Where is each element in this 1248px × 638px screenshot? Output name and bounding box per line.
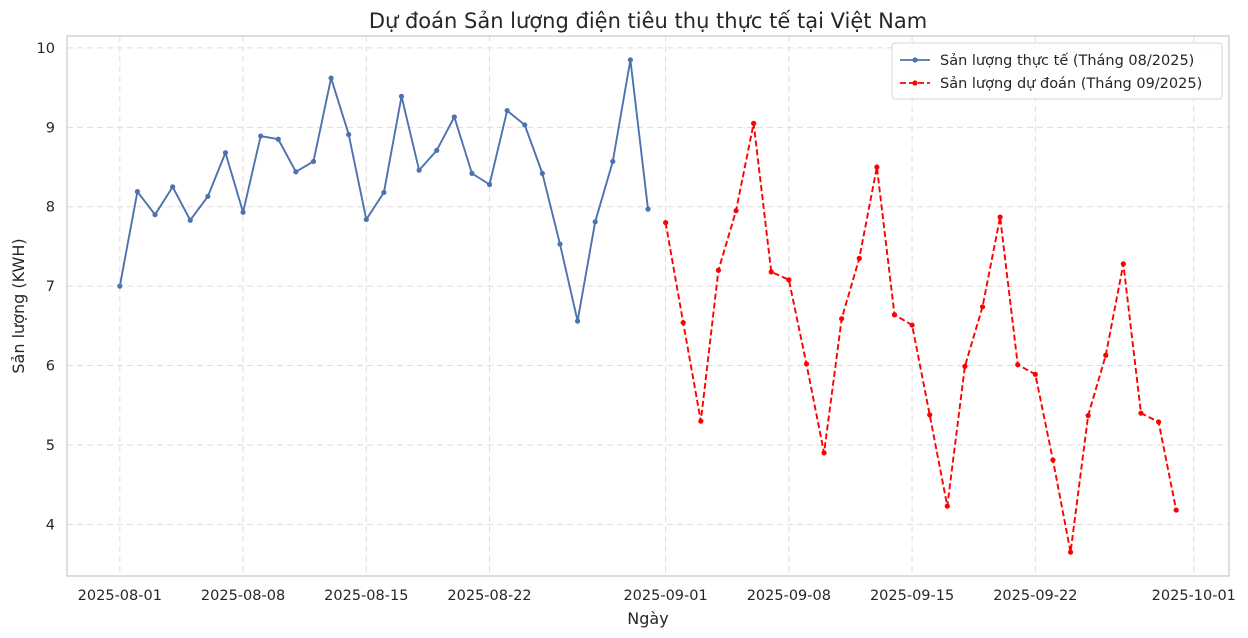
data-point <box>768 269 774 275</box>
series-line <box>664 122 1178 554</box>
data-point <box>962 363 968 369</box>
data-point <box>539 170 545 176</box>
data-point <box>574 318 581 324</box>
legend-box <box>891 42 1223 100</box>
series-layer <box>117 57 1179 555</box>
y-tick-label: 7 <box>46 279 55 295</box>
data-point <box>504 108 510 114</box>
series-0 <box>117 57 651 324</box>
x-tick-label: 2025-09-08 <box>747 588 831 604</box>
y-tick-label: 5 <box>46 438 55 454</box>
data-point <box>434 147 440 153</box>
data-point <box>522 122 528 128</box>
data-point <box>627 57 633 63</box>
legend: Sản lượng thực tế (Tháng 08/2025) Sản lư… <box>891 42 1223 100</box>
data-point <box>944 503 950 509</box>
data-point <box>751 120 757 126</box>
data-point <box>1138 410 1144 416</box>
y-tick-label: 10 <box>37 41 55 57</box>
data-point <box>557 241 563 247</box>
data-point <box>839 316 845 322</box>
data-point <box>1103 352 1109 358</box>
y-axis-label: Sản lượng (KWH) <box>9 238 28 373</box>
series-1 <box>663 120 1179 555</box>
plot-frame <box>66 35 1230 577</box>
grid <box>67 36 1229 576</box>
data-point <box>786 277 792 283</box>
data-point <box>416 167 422 173</box>
legend-marker-actual <box>912 57 918 63</box>
data-point <box>874 164 880 170</box>
data-point <box>258 133 264 139</box>
data-point <box>346 131 352 138</box>
legend-label-forecast: Sản lượng dự đoán (Tháng 09/2025) <box>940 76 1202 92</box>
data-point <box>698 418 704 424</box>
x-tick-labels: 2025-08-01 2025-08-08 2025-08-15 2025-08-22… <box>78 588 1236 604</box>
data-point <box>1120 261 1126 267</box>
data-point <box>592 219 598 225</box>
x-tick-label: 2025-09-15 <box>870 588 954 604</box>
x-tick-label: 2025-10-01 <box>1152 588 1236 604</box>
data-point <box>1085 412 1091 419</box>
data-point <box>363 216 369 223</box>
data-point <box>1067 549 1074 555</box>
data-point <box>310 158 317 165</box>
y-tick-label: 9 <box>46 120 55 136</box>
x-tick-label: 2025-08-08 <box>201 588 285 604</box>
data-point <box>1032 371 1038 377</box>
x-tick-label: 2025-09-22 <box>993 588 1077 604</box>
data-point <box>275 136 281 142</box>
data-point <box>451 114 457 120</box>
data-point <box>821 450 827 456</box>
data-point <box>909 322 915 328</box>
data-point <box>1155 419 1162 425</box>
data-point <box>891 312 898 318</box>
data-point <box>610 158 616 165</box>
data-point <box>715 267 722 273</box>
x-tick-label: 2025-08-01 <box>78 588 162 604</box>
data-point <box>856 255 862 261</box>
data-point <box>117 283 123 289</box>
data-point <box>222 150 229 156</box>
x-tick-label: 2025-08-15 <box>324 588 408 604</box>
data-point <box>997 214 1003 220</box>
x-axis-label: Ngày <box>627 609 668 628</box>
y-tick-label: 4 <box>46 517 55 533</box>
y-tick-labels: 4 5 6 7 8 9 10 <box>37 41 55 533</box>
y-tick-label: 6 <box>46 359 55 375</box>
data-point <box>927 412 933 418</box>
legend-marker-forecast <box>912 80 918 86</box>
legend-label-actual: Sản lượng thực tế (Tháng 08/2025) <box>940 52 1194 69</box>
data-point <box>187 217 193 223</box>
data-point <box>803 361 810 367</box>
data-point <box>645 206 651 212</box>
data-point <box>293 169 299 175</box>
data-point <box>663 220 669 226</box>
data-point <box>381 189 387 196</box>
data-point <box>979 304 986 310</box>
data-point <box>328 75 334 81</box>
data-point <box>152 212 158 218</box>
data-point <box>205 193 211 200</box>
data-point <box>134 189 141 195</box>
y-tick-label: 8 <box>46 200 55 216</box>
data-point <box>469 170 475 176</box>
chart-title: Dự đoán Sản lượng điện tiêu thụ thực tế … <box>369 9 927 33</box>
data-point <box>398 93 405 99</box>
x-tick-label: 2025-08-22 <box>447 588 531 604</box>
data-point <box>170 184 176 190</box>
data-point <box>1015 362 1021 368</box>
data-point <box>240 209 246 215</box>
data-point <box>1050 457 1056 463</box>
data-point <box>1173 507 1179 513</box>
data-point <box>733 208 739 214</box>
x-tick-label: 2025-09-01 <box>623 588 707 604</box>
data-point <box>486 181 493 188</box>
data-point <box>680 320 686 326</box>
